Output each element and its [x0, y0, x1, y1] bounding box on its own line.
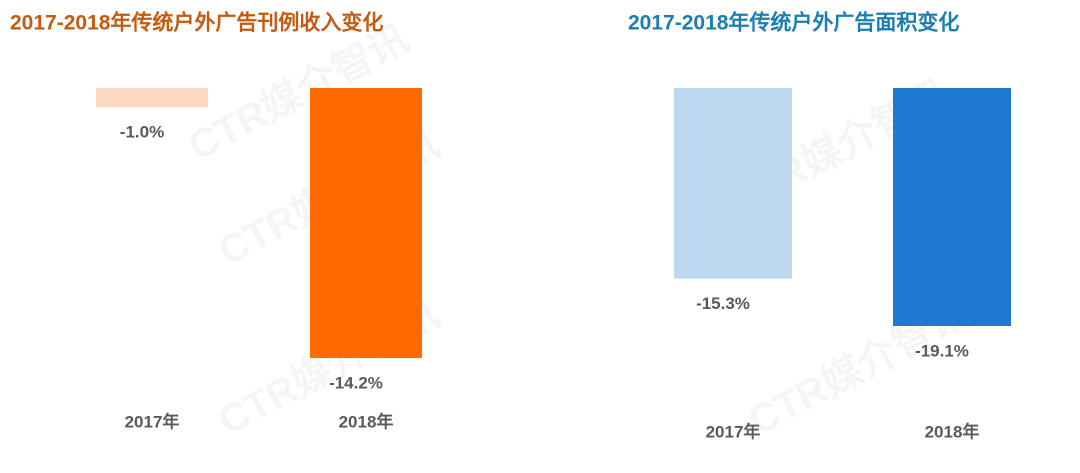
value-label: -15.3% [696, 294, 750, 313]
chart-title: 2017-2018年传统户外广告刊例收入变化 [10, 11, 383, 35]
category-label: 2018年 [925, 421, 980, 441]
category-label: 2017年 [706, 421, 761, 441]
value-label: -1.0% [120, 122, 164, 141]
bar [674, 88, 792, 279]
bar [893, 88, 1011, 326]
bar [310, 88, 422, 358]
value-label: -19.1% [915, 341, 969, 360]
value-label: -14.2% [329, 373, 383, 392]
bar [96, 88, 208, 108]
category-label: 2017年 [125, 411, 180, 431]
category-label: 2018年 [339, 411, 394, 431]
chart-title: 2017-2018年传统户外广告面积变化 [628, 11, 959, 35]
